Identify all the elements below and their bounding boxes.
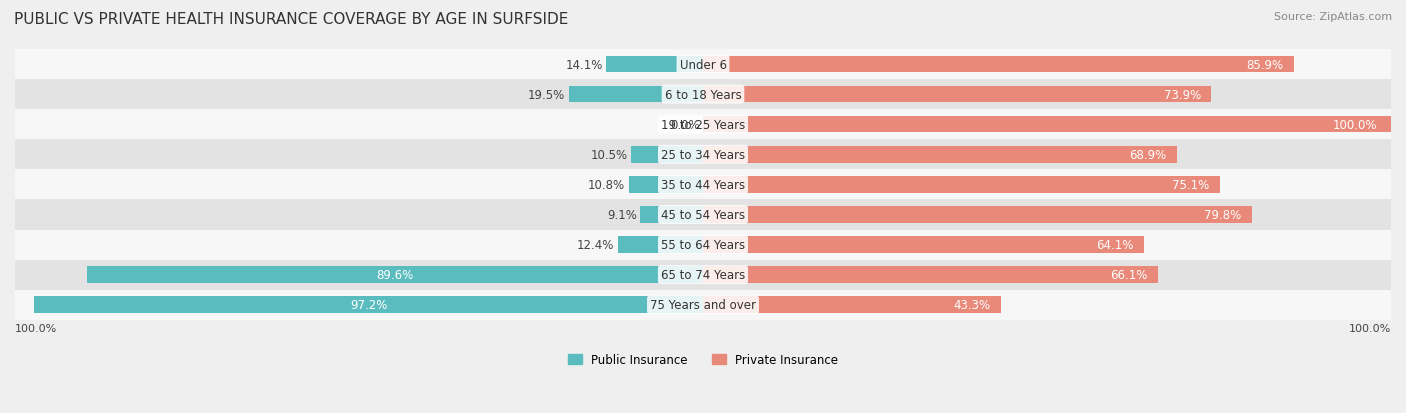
- Bar: [631, 147, 703, 163]
- Bar: [34, 297, 703, 313]
- Bar: [569, 87, 703, 103]
- Bar: [15, 170, 1391, 200]
- Text: 85.9%: 85.9%: [1247, 58, 1284, 71]
- Bar: [15, 200, 1391, 230]
- Text: PUBLIC VS PRIVATE HEALTH INSURANCE COVERAGE BY AGE IN SURFSIDE: PUBLIC VS PRIVATE HEALTH INSURANCE COVER…: [14, 12, 568, 27]
- Text: 55 to 64 Years: 55 to 64 Years: [661, 238, 745, 252]
- Text: 65 to 74 Years: 65 to 74 Years: [661, 268, 745, 282]
- Text: 100.0%: 100.0%: [1333, 119, 1378, 131]
- Text: 35 to 44 Years: 35 to 44 Years: [661, 178, 745, 192]
- Bar: [703, 237, 1144, 253]
- Bar: [15, 260, 1391, 290]
- Text: 43.3%: 43.3%: [953, 299, 991, 311]
- Text: 12.4%: 12.4%: [576, 238, 614, 252]
- Bar: [87, 267, 703, 283]
- Text: 10.5%: 10.5%: [591, 148, 627, 161]
- Text: 100.0%: 100.0%: [15, 324, 58, 334]
- Bar: [703, 267, 1157, 283]
- Text: 100.0%: 100.0%: [1348, 324, 1391, 334]
- Bar: [703, 116, 1391, 133]
- Text: 45 to 54 Years: 45 to 54 Years: [661, 209, 745, 221]
- Bar: [703, 207, 1251, 223]
- Text: 19 to 25 Years: 19 to 25 Years: [661, 119, 745, 131]
- Bar: [606, 57, 703, 73]
- Text: 10.8%: 10.8%: [588, 178, 626, 192]
- Bar: [15, 290, 1391, 320]
- Bar: [15, 80, 1391, 110]
- Bar: [703, 147, 1177, 163]
- Text: Source: ZipAtlas.com: Source: ZipAtlas.com: [1274, 12, 1392, 22]
- Bar: [640, 207, 703, 223]
- Text: 73.9%: 73.9%: [1164, 88, 1201, 101]
- Bar: [15, 50, 1391, 80]
- Text: 64.1%: 64.1%: [1097, 238, 1133, 252]
- Text: Under 6: Under 6: [679, 58, 727, 71]
- Text: 25 to 34 Years: 25 to 34 Years: [661, 148, 745, 161]
- Bar: [15, 230, 1391, 260]
- Text: 89.6%: 89.6%: [377, 268, 413, 282]
- Bar: [15, 140, 1391, 170]
- Text: 75.1%: 75.1%: [1173, 178, 1209, 192]
- Bar: [15, 110, 1391, 140]
- Text: 97.2%: 97.2%: [350, 299, 387, 311]
- Bar: [703, 177, 1219, 193]
- Text: 14.1%: 14.1%: [565, 58, 603, 71]
- Text: 66.1%: 66.1%: [1111, 268, 1147, 282]
- Text: 9.1%: 9.1%: [607, 209, 637, 221]
- Text: 79.8%: 79.8%: [1205, 209, 1241, 221]
- Text: 68.9%: 68.9%: [1129, 148, 1167, 161]
- Bar: [703, 87, 1212, 103]
- Text: 6 to 18 Years: 6 to 18 Years: [665, 88, 741, 101]
- Bar: [628, 177, 703, 193]
- Bar: [617, 237, 703, 253]
- Text: 19.5%: 19.5%: [529, 88, 565, 101]
- Legend: Public Insurance, Private Insurance: Public Insurance, Private Insurance: [564, 349, 842, 371]
- Text: 75 Years and over: 75 Years and over: [650, 299, 756, 311]
- Bar: [703, 297, 1001, 313]
- Bar: [703, 57, 1294, 73]
- Text: 0.0%: 0.0%: [669, 119, 700, 131]
